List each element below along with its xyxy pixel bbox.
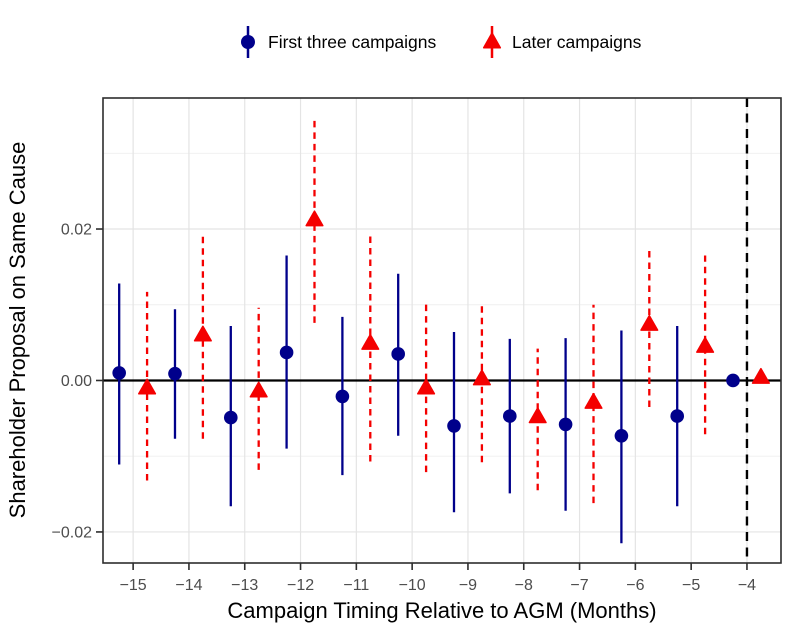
point-marker-triangle <box>472 369 491 386</box>
point-marker-circle <box>391 347 405 361</box>
point-marker-circle <box>503 409 517 423</box>
point-marker-triangle <box>528 407 547 424</box>
x-tick-label: −14 <box>175 577 202 594</box>
x-tick-label: −8 <box>515 577 533 594</box>
x-tick-label: −4 <box>738 577 756 594</box>
x-tick-label: −12 <box>287 577 314 594</box>
legend-circle-icon <box>241 35 255 49</box>
panel-border <box>102 97 782 564</box>
point-marker-circle <box>670 409 685 423</box>
point-marker-circle <box>726 373 740 388</box>
legend: First three campaigns Later campaigns <box>241 26 642 58</box>
legend-label: Later campaigns <box>512 32 642 52</box>
axes: −15 −14 −13 −12 −11 −10 −9 −8 −7 −6 −5 −4 −0.02 0.00 0… <box>52 222 757 594</box>
point-marker-triangle <box>249 381 268 398</box>
data-series <box>112 119 770 544</box>
point-marker-circle <box>168 366 182 381</box>
x-tick-label: −13 <box>231 577 258 594</box>
x-tick-label: −9 <box>459 577 477 594</box>
legend-label: First three campaigns <box>268 32 437 52</box>
point-marker-circle <box>279 345 294 360</box>
point-marker-triangle <box>640 314 659 331</box>
point-marker-triangle <box>361 333 380 350</box>
x-tick-label: −10 <box>399 577 426 594</box>
x-tick-label: −5 <box>682 577 700 594</box>
series-1 <box>112 255 740 544</box>
point-marker-triangle <box>417 378 436 395</box>
y-tick-label: 0.02 <box>61 222 92 239</box>
series-2 <box>138 119 770 504</box>
legend-triangle-icon <box>482 32 502 49</box>
point-marker-circle <box>112 366 126 380</box>
point-marker-circle <box>614 428 629 443</box>
legend-item-2: Later campaigns <box>482 26 642 58</box>
point-marker-triangle <box>584 392 603 409</box>
reference-lines <box>103 98 781 563</box>
x-tick-label: −11 <box>343 577 369 594</box>
x-axis-title: Campaign Timing Relative to AGM (Months) <box>227 598 656 623</box>
point-marker-triangle <box>138 378 157 395</box>
point-marker-circle <box>223 410 238 425</box>
y-tick-label: 0.00 <box>61 373 92 390</box>
x-tick-label: −15 <box>120 577 147 594</box>
point-marker-circle <box>335 389 350 404</box>
x-tick-label: −7 <box>570 577 588 594</box>
legend-item-1: First three campaigns <box>241 26 437 58</box>
x-tick-label: −6 <box>626 577 644 594</box>
point-marker-triangle <box>193 325 212 342</box>
point-marker-triangle <box>305 210 324 227</box>
point-marker-circle <box>558 417 573 432</box>
y-axis-title: Shareholder Proposal on Same Cause <box>5 142 30 519</box>
point-marker-circle <box>447 419 461 433</box>
y-tick-label: −0.02 <box>52 524 93 541</box>
point-marker-triangle <box>696 336 715 353</box>
point-marker-triangle <box>751 367 770 384</box>
